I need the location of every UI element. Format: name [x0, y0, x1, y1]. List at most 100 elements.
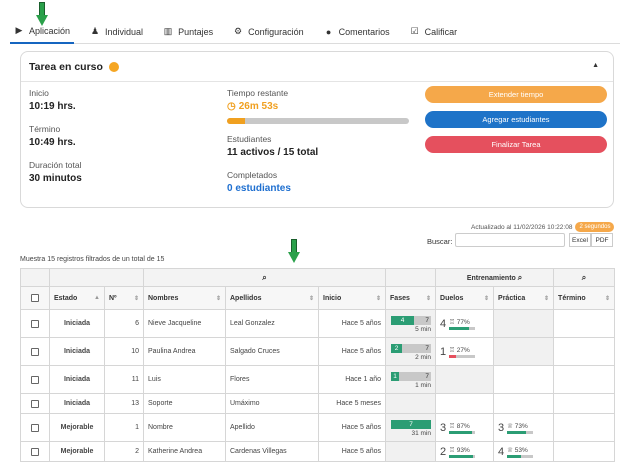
tab-puntajes[interactable]: ▥ Puntajes — [159, 20, 217, 44]
sort-icon: ⇕ — [376, 296, 382, 302]
select-all-header[interactable] — [20, 286, 50, 310]
row-select-cell[interactable] — [20, 393, 50, 414]
extender-tiempo-button[interactable]: Extender tiempo — [425, 86, 607, 103]
duelos-cell: 2 ♖ 93% — [435, 441, 495, 462]
tab-label: Comentarios — [338, 26, 390, 37]
duracion-label: Duración total — [29, 160, 82, 170]
inicio-cell: Hace 5 años — [317, 441, 387, 462]
row-select-cell[interactable] — [20, 441, 50, 462]
annotation-arrow-icon — [288, 239, 300, 265]
estado-cell[interactable]: Iniciada — [49, 309, 105, 338]
inicio-cell: Hace 5 años — [317, 337, 387, 366]
agregar-estudiantes-button[interactable]: Agregar estudiantes — [425, 111, 607, 128]
tab-individual[interactable]: ♟ Individual — [86, 20, 147, 44]
col-nombres[interactable]: Nombres ⇕ — [143, 286, 226, 310]
fases-min: 2 min — [415, 354, 432, 361]
tab-bar: ▶ Aplicación ♟ Individual ▥ Puntajes ⚙ Confi… — [10, 20, 620, 44]
table-row[interactable]: Mejorable 2 Katherine Andrea Cardenas Ville… — [20, 441, 616, 462]
row-select-cell[interactable] — [20, 309, 50, 338]
sort-icon: ⇕ — [605, 296, 611, 302]
table-row[interactable]: Iniciada 13 Soporte Umáximo Hace 5 meses — [20, 393, 616, 414]
nombres-cell: Paulina Andrea — [143, 337, 226, 366]
pdf-export-button[interactable]: PDF — [591, 233, 613, 247]
tab-calificar[interactable]: ☑ Calificar — [406, 20, 462, 44]
estado-cell[interactable]: Iniciada — [49, 337, 105, 366]
row-select-cell[interactable] — [20, 365, 50, 394]
estado-cell[interactable]: Iniciada — [49, 365, 105, 394]
duelos-bar-fill — [449, 354, 457, 358]
tiempo-text: 26m 53s — [238, 101, 279, 112]
tab-comentarios[interactable]: ● Comentarios — [320, 20, 394, 44]
col-inicio[interactable]: Inicio ⇕ — [317, 286, 387, 310]
practica-bar — [507, 454, 534, 458]
select-all-checkbox[interactable] — [31, 294, 39, 302]
row-checkbox[interactable] — [31, 399, 39, 408]
practica-bar — [507, 430, 534, 434]
tab-aplicacion[interactable]: ▶ Aplicación — [10, 20, 75, 44]
practica-pct-text: 73% — [514, 422, 528, 430]
group-header-cell — [49, 268, 144, 287]
records-info: Muestra 15 registros filtrados de un tot… — [20, 256, 165, 263]
estado-cell[interactable]: Mejorable — [49, 413, 105, 442]
tab-label: Aplicación — [29, 25, 71, 36]
fases-done: 7 — [391, 420, 432, 429]
trophy-icon: ♖ — [449, 318, 455, 326]
table-row[interactable]: Iniciada 11 Luis Flores Hace 1 año 1 7 1 min — [20, 365, 616, 394]
fases-done: 2 — [391, 344, 403, 353]
row-checkbox[interactable] — [31, 447, 39, 456]
column-header-row: Estado ▲ Nº ⇕ Nombres ⇕ Apellidos ⇕ Inicio ⇕ … — [20, 286, 616, 310]
termino-cell — [553, 365, 616, 394]
col-label: Apellidos — [230, 294, 262, 302]
table-body: Iniciada 6 Nieve Jacqueline Leal Gonzalez Ha… — [20, 309, 616, 462]
row-checkbox[interactable] — [31, 347, 39, 356]
row-checkbox[interactable] — [31, 423, 39, 432]
practica-cell — [493, 309, 555, 338]
col-apellidos[interactable]: Apellidos ⇕ — [225, 286, 319, 310]
tiempo-label: Tiempo restante — [227, 88, 289, 98]
col-estado[interactable]: Estado ▲ — [49, 286, 105, 310]
practica-cell — [493, 365, 555, 394]
finalizar-tarea-button[interactable]: Finalizar Tarea — [425, 136, 607, 153]
table-row[interactable]: Iniciada 10 Paulina Andrea Salgado Cruces Ha… — [20, 337, 616, 366]
estado-cell[interactable]: Mejorable — [49, 441, 105, 462]
table-row[interactable]: Mejorable 1 Nombre Apellido Hace 5 años 7 31 m… — [20, 413, 616, 442]
col-fases[interactable]: Fases ⇕ — [385, 286, 437, 310]
collapse-caret-icon[interactable]: ▲ — [592, 62, 599, 69]
duelos-stat: 3 ♖ 87% — [440, 422, 489, 434]
row-select-cell[interactable] — [20, 413, 50, 442]
duelos-stat: 4 ♖ 77% — [440, 318, 489, 330]
row-select-cell[interactable] — [20, 337, 50, 366]
termino-cell — [553, 441, 616, 462]
search-icon[interactable]: ⌕ — [262, 272, 267, 282]
group-header-cell: ⌕ — [142, 268, 387, 287]
duelos-count: 1 — [440, 345, 447, 358]
search-input[interactable] — [455, 233, 565, 247]
practica-bar-fill — [507, 454, 521, 458]
tab-configuracion[interactable]: ⚙ Configuración — [229, 20, 308, 44]
practica-count: 4 — [498, 445, 505, 458]
fases-done: 1 — [391, 372, 400, 381]
search-icon[interactable]: ⌕ — [517, 272, 523, 282]
estado-cell[interactable]: Iniciada — [49, 393, 105, 414]
col-duelos[interactable]: Duelos ⇕ — [435, 286, 495, 310]
task-title: Tarea en curso — [29, 60, 103, 73]
duelos-pct-text: 27% — [456, 346, 470, 354]
practica-pct-text: 53% — [514, 446, 528, 454]
col-label: Estado — [54, 294, 78, 302]
row-checkbox[interactable] — [31, 319, 39, 328]
table-row[interactable]: Iniciada 6 Nieve Jacqueline Leal Gonzalez Ha… — [20, 309, 616, 338]
col-practica[interactable]: Práctica ⇕ — [493, 286, 555, 310]
col-termino[interactable]: Término ⇕ — [553, 286, 616, 310]
numero-cell: 2 — [104, 441, 144, 462]
row-checkbox[interactable] — [31, 375, 39, 384]
col-label: Práctica — [498, 294, 526, 302]
inicio-cell: Hace 5 años — [317, 309, 387, 338]
col-numero[interactable]: Nº ⇕ — [104, 286, 144, 310]
excel-export-button[interactable]: Excel — [569, 233, 591, 247]
search-icon[interactable]: ⌕ — [581, 272, 587, 282]
completados-value[interactable]: 0 estudiantes — [227, 183, 291, 194]
nombres-cell: Nombre — [143, 413, 226, 442]
fases-bar: 7 — [391, 420, 432, 429]
